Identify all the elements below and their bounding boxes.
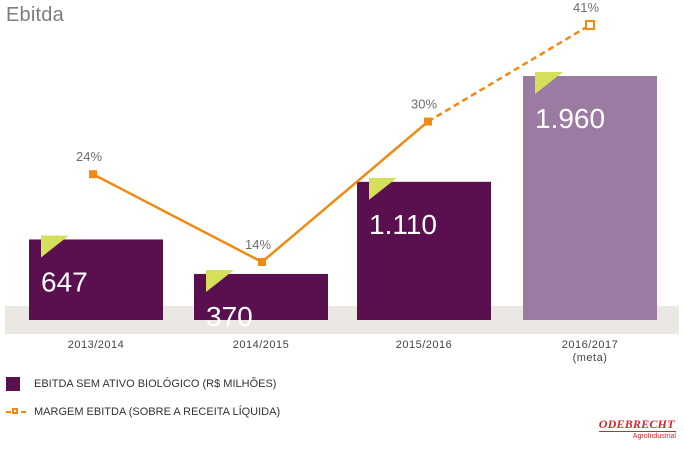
bar-accent-triangle [535, 72, 563, 94]
bar-value-label: 647 [41, 266, 88, 297]
legend-bar-swatch [6, 377, 20, 391]
margin-label: 41% [573, 0, 599, 15]
category-note: (meta) [573, 352, 608, 364]
category-label: 2014/2015 [233, 339, 290, 351]
bar-2013-2014 [29, 239, 163, 320]
bar-accent-triangle [369, 177, 397, 200]
logo-brand: ODEBRECHT [598, 417, 676, 432]
margin-line-segment [261, 120, 429, 263]
legend-bars: EBITDA SEM ATIVO BIOLÓGICO (R$ MILHÕES) [6, 377, 276, 391]
margin-label: 14% [245, 237, 271, 252]
odebrecht-logo: ODEBRECHT AgroIndustrial [598, 417, 676, 440]
bar-value-label: 1.960 [535, 103, 605, 134]
bar-accent-triangle [206, 269, 234, 292]
margin-line-segment [92, 173, 263, 264]
legend-line: MARGEM EBITDA (SOBRE A RECEITA LÍQUIDA) [6, 405, 280, 419]
bar-2015-2016 [357, 181, 491, 320]
category-label: 2015/2016 [396, 339, 453, 351]
bar-value-label: 1.110 [369, 209, 437, 240]
margin-line-segment [427, 23, 591, 123]
margin-label: 24% [76, 149, 102, 164]
category-label: 2016/2017 [562, 339, 619, 351]
margin-point [585, 20, 595, 30]
bar-value-label: 370 [206, 301, 253, 332]
margin-point [424, 117, 432, 126]
margin-point [258, 258, 266, 266]
logo-sub: AgroIndustrial [632, 433, 676, 440]
chart-title: Ebitda [6, 4, 64, 26]
legend-line-swatch [6, 405, 26, 419]
margin-point [89, 170, 97, 179]
margin-label: 30% [411, 97, 437, 112]
bar-accent-triangle [41, 235, 69, 258]
legend-line-label: MARGEM EBITDA (SOBRE A RECEITA LÍQUIDA) [34, 406, 281, 418]
legend-bar-label: EBITDA SEM ATIVO BIOLÓGICO (R$ MILHÕES) [34, 378, 277, 390]
category-label: 2013/2014 [68, 339, 125, 351]
bar-2016-2017 [523, 76, 657, 320]
chart-area: 647 370 1.110 1.960 2013/2014 2014/2015 2015/2… [5, 0, 679, 364]
